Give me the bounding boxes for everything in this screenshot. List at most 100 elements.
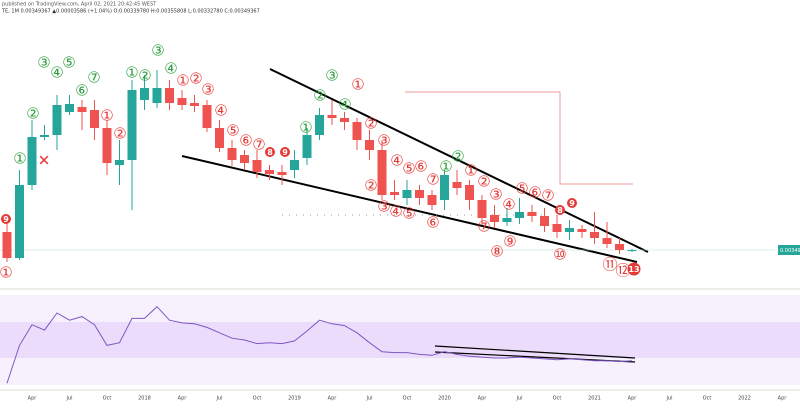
annotation-label: 9 — [282, 148, 288, 157]
annotation-label: ② — [26, 105, 39, 123]
candle-body — [515, 212, 524, 218]
x-tick-label: 2020 — [438, 396, 451, 402]
x-tick-label: Oct — [253, 396, 262, 402]
rsi-line — [6, 305, 633, 384]
candle-body — [90, 110, 99, 128]
annotation-badge — [555, 205, 565, 215]
annotation-label: ⑥ — [414, 158, 427, 176]
candle-body — [490, 215, 499, 222]
annotation-label: 8 — [557, 206, 563, 215]
annotation-label: ② — [451, 148, 464, 166]
candle-body — [2, 232, 12, 258]
annotation-label: ① — [13, 150, 26, 168]
annotation-label: ① — [439, 158, 452, 176]
x-tick-label: 2022 — [738, 396, 751, 402]
annotation-label: ① — [464, 162, 477, 180]
annotation-label: 13 — [628, 265, 639, 274]
annotation-badge — [280, 147, 290, 157]
last-price-box — [778, 245, 800, 255]
candle-body — [602, 238, 612, 244]
x-tick-label: Oct — [103, 396, 112, 402]
x-tick-label: Jul — [515, 396, 522, 402]
candle-body — [152, 88, 162, 103]
annotation-badge — [1, 214, 11, 224]
annotation-label: ④ — [338, 96, 351, 114]
annotation-label: ③ — [377, 132, 390, 150]
header-quote: TE, 1M 0.00349367 ▲0.00003586 (+1.04%) O… — [1, 9, 260, 15]
candle-body — [402, 190, 412, 198]
candle-body — [277, 172, 287, 175]
annotation-label: ⑦ — [541, 187, 554, 205]
candle-body — [327, 115, 337, 118]
candle-body — [340, 118, 349, 122]
candle-body — [165, 88, 174, 103]
candle-body — [365, 140, 374, 150]
candle-body — [290, 160, 299, 170]
annotation-label: ② — [138, 67, 151, 85]
candle-body — [65, 104, 74, 112]
lower-trendline — [181, 155, 638, 263]
annotation-label: ② — [364, 177, 377, 195]
annotation-label: ③ — [489, 186, 502, 204]
x-tick-label: 2019 — [288, 396, 301, 402]
annotation-label: ⑦ — [477, 218, 490, 236]
candle-body — [40, 135, 49, 137]
annotation-label: 8 — [267, 148, 273, 157]
candle-body — [440, 175, 449, 200]
annotation-label: ① — [351, 76, 364, 94]
candle-body — [540, 216, 549, 226]
x-tick-label: Apr — [28, 396, 38, 402]
annotation-label: ① — [176, 72, 189, 90]
candle-body — [465, 185, 474, 200]
annotation-label: 9 — [569, 199, 575, 208]
candle-body — [315, 115, 324, 135]
rsi-band — [0, 322, 800, 358]
annotation-label: ⑤ — [402, 160, 415, 178]
candle-body — [240, 155, 249, 163]
last-price-label: 0.00349 — [780, 248, 800, 254]
candle-body — [252, 160, 262, 172]
annotation-label: ⑤ — [402, 205, 415, 223]
annotation-label: ② — [313, 87, 326, 105]
x-tick-label: Apr — [178, 396, 188, 402]
annotation-label: ① — [125, 64, 138, 82]
upper-trendline — [269, 68, 649, 253]
candle-body — [227, 148, 237, 160]
candle-body — [590, 232, 599, 238]
annotation-label: ④ — [502, 196, 515, 214]
annotation-label: ✕ — [38, 152, 51, 170]
x-tick-label: Oct — [403, 396, 412, 402]
x-tick-label: Jul — [665, 396, 672, 402]
annotation-label: ② — [477, 173, 490, 191]
annotation-label: ③ — [201, 81, 214, 99]
candle-body — [627, 250, 637, 252]
candle-body — [190, 103, 199, 106]
x-tick-label: Oct — [703, 396, 712, 402]
x-tick-label: 2018 — [138, 396, 151, 402]
annotation-label: ⑨ — [503, 233, 516, 251]
annotation-label: ③ — [325, 67, 338, 85]
candle-body — [415, 190, 424, 198]
candle-body — [27, 137, 37, 185]
annotation-label: ④ — [50, 64, 63, 82]
candle-body — [77, 107, 87, 112]
candle-body — [615, 244, 624, 250]
candle-body — [527, 212, 537, 216]
candle-body — [302, 135, 312, 158]
annotation-label: ③ — [151, 42, 164, 60]
annotation-label: ⑩ — [553, 246, 566, 264]
candle-body — [390, 192, 399, 195]
x-tick-label: Jul — [215, 396, 222, 402]
candle-body — [477, 200, 487, 218]
annotation-label: ③ — [377, 198, 390, 216]
annotation-label: ④ — [164, 60, 177, 78]
x-tick-label: Jul — [65, 396, 72, 402]
annotation-badge — [265, 147, 275, 157]
annotation-label: ⑫ — [615, 262, 630, 280]
annotation-label: ⑦ — [426, 171, 439, 189]
annotation-label: ⑦ — [87, 69, 100, 87]
candle-body — [577, 229, 587, 232]
annotation-badge — [627, 262, 641, 276]
candle-body — [115, 160, 124, 165]
candle-body — [452, 182, 462, 188]
